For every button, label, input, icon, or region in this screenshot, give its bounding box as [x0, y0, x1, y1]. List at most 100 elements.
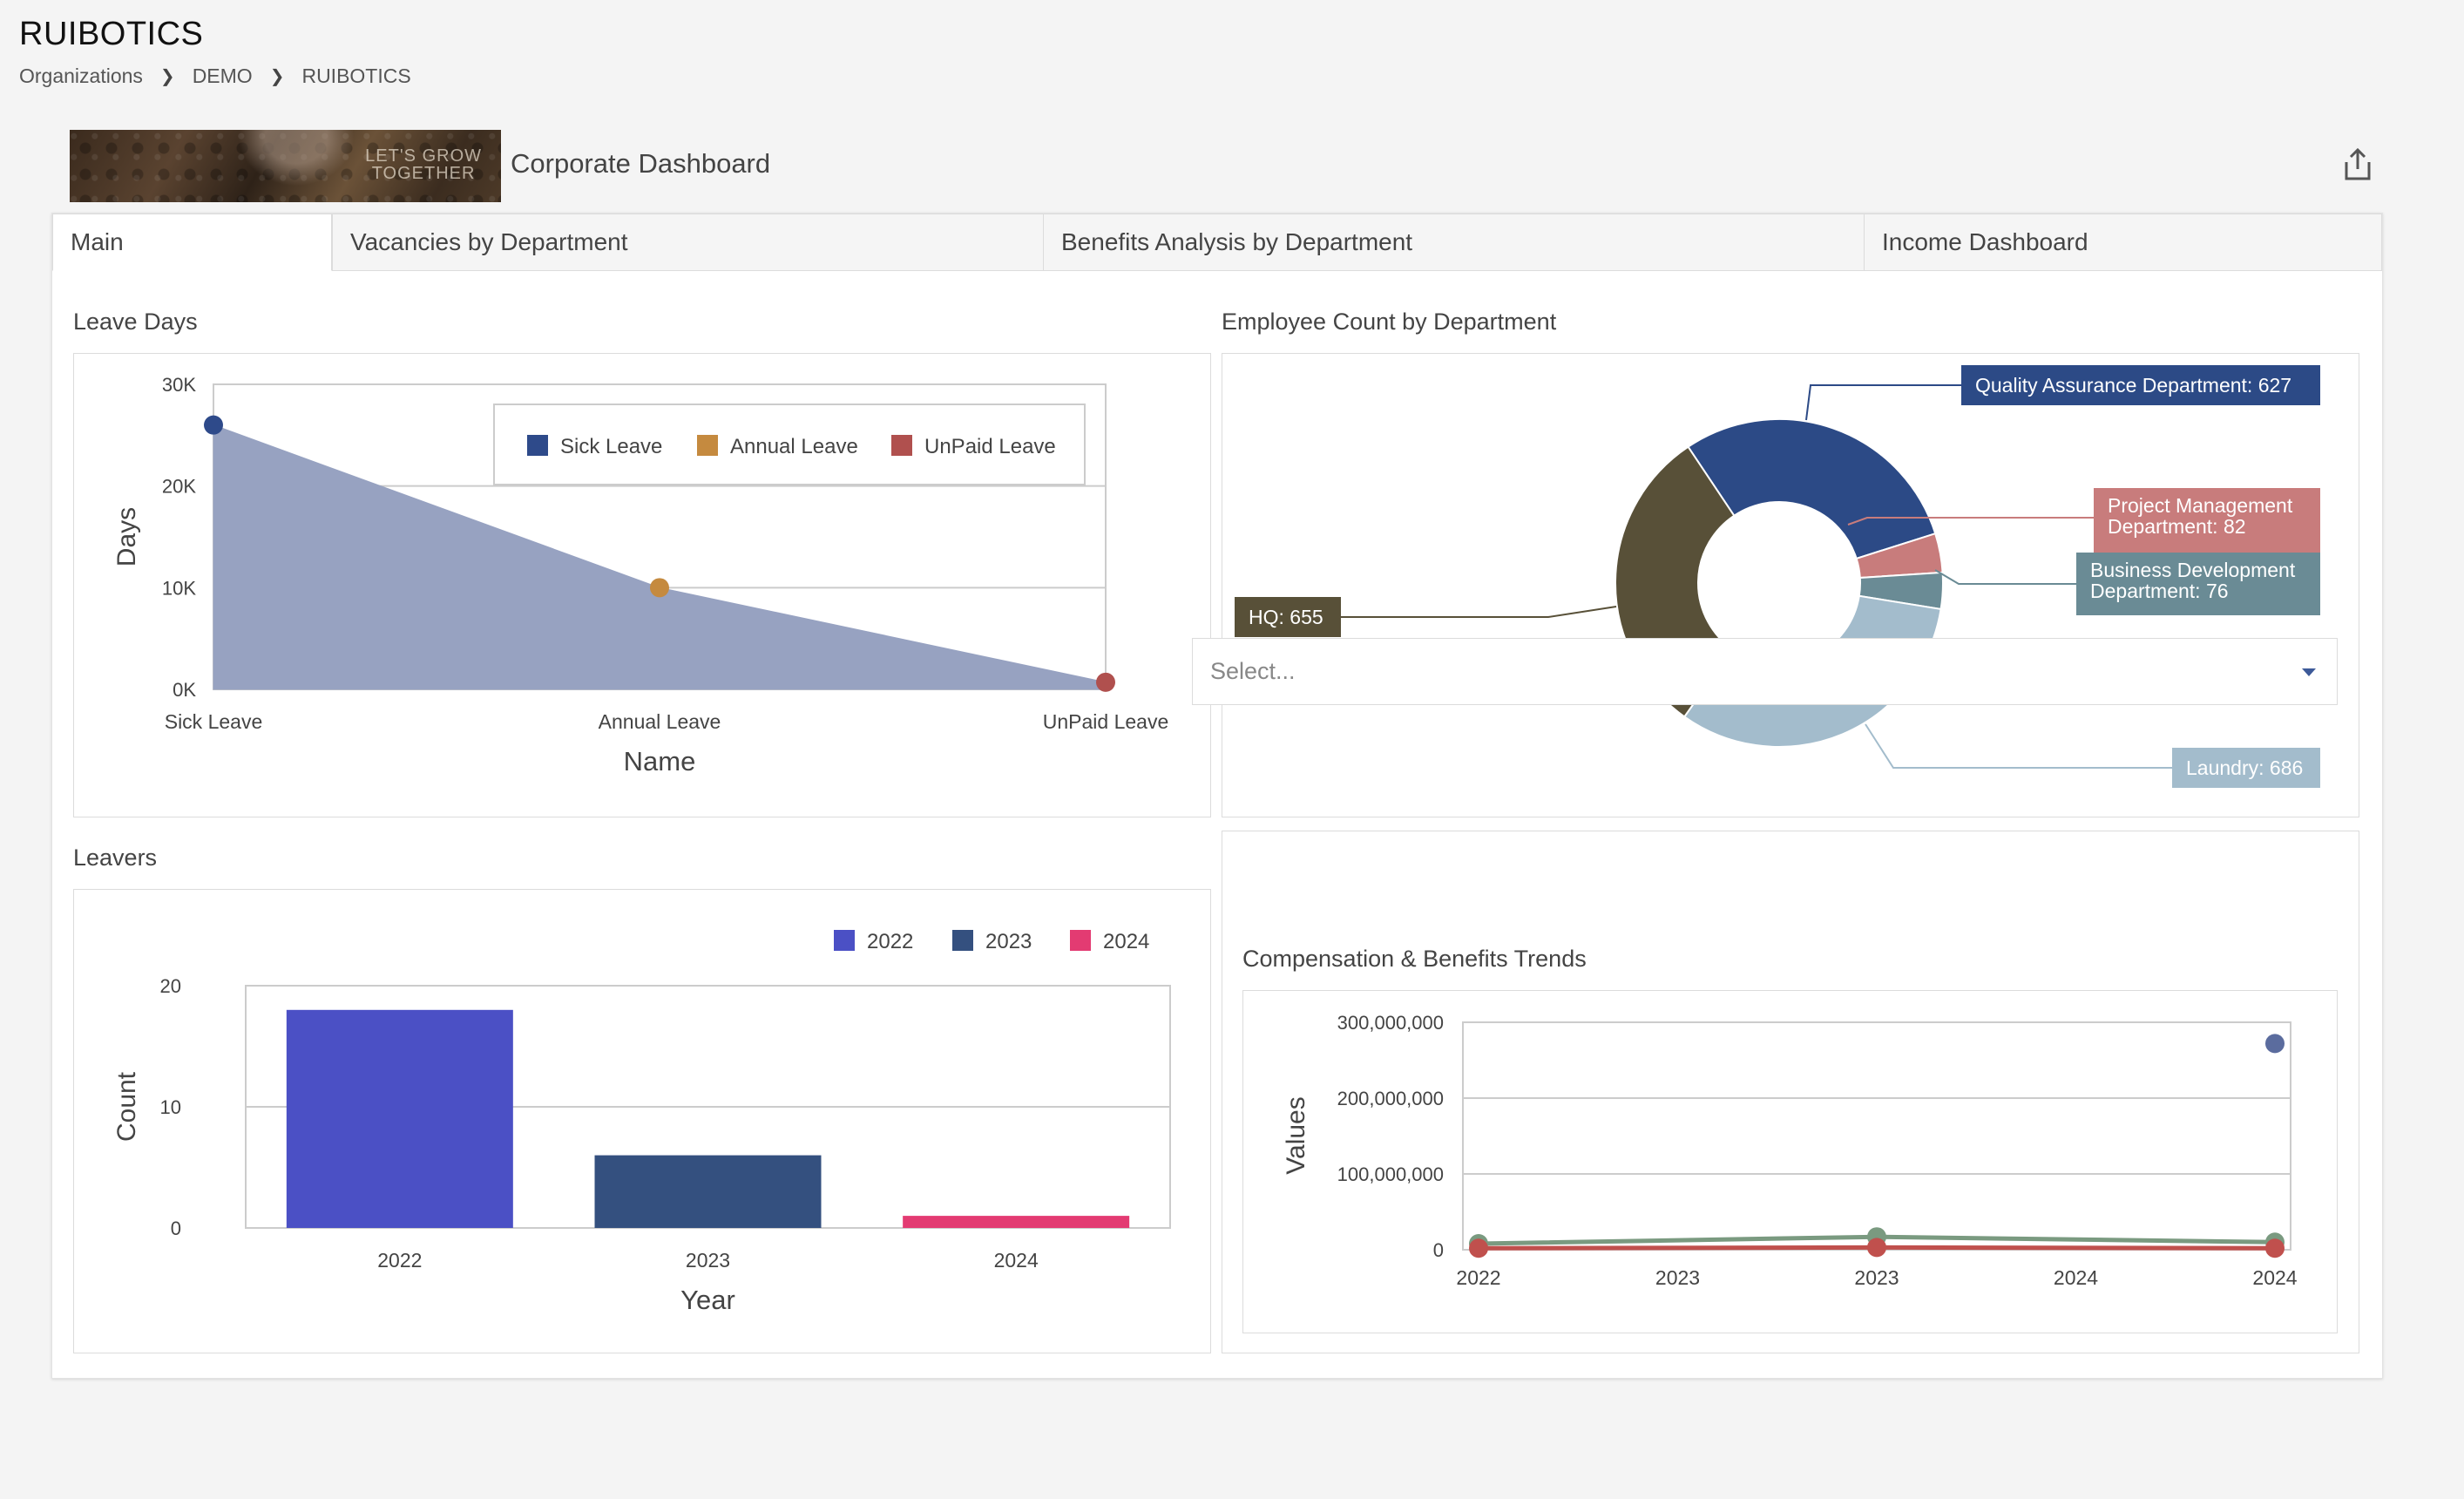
slice-label-box: [2076, 553, 2320, 615]
data-point: [2265, 1034, 2285, 1054]
x-axis-label: Name: [624, 746, 696, 777]
label-connector: [1341, 606, 1617, 618]
y-tick-label: 10K: [162, 577, 196, 599]
tab-income-dashboard[interactable]: Income Dashboard: [1864, 214, 2382, 271]
x-tick-label: 2022: [1456, 1266, 1500, 1289]
tab-benefits-analysis[interactable]: Benefits Analysis by Department: [1043, 214, 1865, 271]
comp-benefits-chart: 0 100,000,000 200,000,000 300,000,000 2022 20…: [1282, 1012, 2298, 1289]
dashboard-title: Corporate Dashboard: [511, 148, 771, 179]
y-tick-label: 20K: [162, 476, 196, 498]
legend-swatch: [527, 435, 548, 456]
data-point: [1469, 1238, 1488, 1258]
legend-swatch: [1070, 930, 1091, 951]
leavers-title: Leavers: [73, 844, 158, 871]
slice-label: Quality Assurance Department: 627: [1975, 374, 2291, 397]
y-tick-label: 10: [160, 1096, 181, 1118]
leave-days-chart: 0K 10K 20K 30K Sick Leave Annual Leave UnPaid …: [112, 374, 1169, 777]
dashboard-banner-image: LET'S GROW TOGETHER: [70, 130, 501, 202]
slice-label-box: [2172, 748, 2320, 788]
app-title: RUIBOTICS: [19, 16, 204, 52]
slice-label-box: [2094, 488, 2320, 554]
x-tick-label: 2023: [1854, 1266, 1899, 1289]
y-axis-label: Values: [1282, 1096, 1310, 1175]
label-connector: [1865, 723, 2172, 769]
x-axis-label: Year: [680, 1285, 735, 1315]
label-connector: [1805, 384, 1961, 421]
tab-bar: Main Vacancies by Department Benefits An…: [52, 214, 2382, 273]
slice-label: Business Development: [2090, 559, 2296, 581]
leavers-panel: 0 10 20 2022 2023 2024 Year Count 2022 2023 2024: [73, 889, 1211, 1353]
y-tick-label: 0: [171, 1218, 181, 1239]
x-tick-label: 2022: [377, 1249, 422, 1272]
employee-count-title: Employee Count by Department: [1222, 309, 1557, 335]
legend-swatch: [834, 930, 855, 951]
data-point: [1096, 672, 1115, 692]
y-axis-label: Days: [112, 507, 141, 566]
slice-label: Project Management: [2108, 494, 2293, 517]
banner-text: LET'S GROW TOGETHER: [365, 146, 482, 183]
y-tick-label: 0: [1433, 1239, 1444, 1261]
legend-label: Sick Leave: [560, 435, 662, 458]
select-placeholder: Select...: [1210, 658, 1296, 684]
label-connector: [1934, 569, 2076, 585]
legend-swatch: [952, 930, 973, 951]
x-tick-label: 2024: [994, 1249, 1039, 1272]
x-tick-label: 2024: [2054, 1266, 2098, 1289]
y-axis-label: Count: [112, 1071, 141, 1142]
x-tick-label: 2024: [2252, 1266, 2297, 1289]
breadcrumb-demo[interactable]: DEMO: [192, 64, 253, 87]
legend-swatch: [697, 435, 718, 456]
y-tick-label: 30K: [162, 374, 196, 396]
plot-frame: [1462, 1021, 2291, 1251]
data-point: [650, 578, 669, 598]
y-tick-label: 100,000,000: [1337, 1163, 1444, 1185]
department-select[interactable]: Select...: [1192, 638, 2338, 705]
breadcrumb-ruibotics[interactable]: RUIBOTICS: [301, 64, 411, 87]
bar: [286, 1009, 513, 1228]
tab-main[interactable]: Main: [52, 214, 332, 271]
x-tick-label: Annual Leave: [599, 710, 721, 733]
data-point: [204, 415, 223, 435]
leave-days-panel: 0K 10K 20K 30K Sick Leave Annual Leave UnPaid …: [73, 353, 1211, 817]
label-connector: [1847, 517, 2094, 526]
chevron-right-icon: ❯: [159, 67, 175, 86]
leave-area: [213, 424, 1107, 690]
breadcrumb: Organizations ❯ DEMO ❯ RUIBOTICS: [19, 64, 411, 88]
chevron-right-icon: ❯: [269, 67, 285, 86]
slice-label: HQ: 655: [1249, 606, 1323, 628]
employee-count-chart: Quality Assurance Department: 627 Project…: [1235, 365, 2320, 788]
leavers-chart: 0 10 20 2022 2023 2024 Year Count 2022 2023 2024: [112, 930, 1171, 1315]
legend-label: 2023: [985, 930, 1032, 953]
slice-label: Department: 76: [2090, 580, 2229, 602]
y-tick-label: 20: [160, 975, 181, 997]
slice-label: Laundry: 686: [2186, 756, 2303, 779]
legend-label: 2022: [867, 930, 913, 953]
leave-days-title: Leave Days: [73, 309, 198, 335]
chevron-down-icon[interactable]: [2302, 668, 2316, 676]
data-point: [2265, 1238, 2285, 1258]
legend-label: UnPaid Leave: [924, 435, 1056, 458]
bar: [594, 1155, 822, 1228]
x-tick-label: 2023: [1655, 1266, 1700, 1289]
legend-swatch: [891, 435, 912, 456]
x-tick-label: UnPaid Leave: [1043, 710, 1169, 733]
y-tick-label: 300,000,000: [1337, 1012, 1444, 1034]
comp-benefits-title: Compensation & Benefits Trends: [1242, 946, 1587, 972]
y-tick-label: 200,000,000: [1337, 1088, 1444, 1109]
x-tick-label: Sick Leave: [165, 710, 263, 733]
comp-benefits-chart-panel: 0 100,000,000 200,000,000 300,000,000 2022 20…: [1242, 990, 2338, 1333]
donut-slice: [1687, 418, 1937, 560]
slice-label-box: [1235, 597, 1341, 637]
legend-label: 2024: [1103, 930, 1149, 953]
slice-label: Department: 82: [2108, 515, 2246, 538]
data-point: [1867, 1238, 1886, 1258]
share-export-icon[interactable]: [2342, 148, 2373, 181]
y-tick-label: 0K: [173, 679, 196, 701]
legend-label: Annual Leave: [730, 435, 858, 458]
breadcrumb-organizations[interactable]: Organizations: [19, 64, 143, 87]
legend-box: [493, 404, 1086, 485]
employee-count-panel: Quality Assurance Department: 627 Project…: [1222, 353, 2359, 817]
tab-vacancies-by-department[interactable]: Vacancies by Department: [332, 214, 1044, 271]
slice-label-box: [1961, 365, 2320, 405]
x-tick-label: 2023: [686, 1249, 730, 1272]
